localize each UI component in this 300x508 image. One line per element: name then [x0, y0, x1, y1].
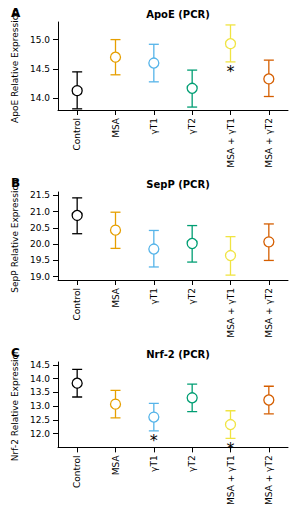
svg-text:γT2: γT2 — [187, 288, 197, 305]
svg-text:MSA + γT2: MSA + γT2 — [264, 455, 274, 505]
svg-text:SepP (PCR): SepP (PCR) — [146, 179, 209, 190]
svg-text:14.5: 14.5 — [30, 64, 50, 74]
svg-text:20.0: 20.0 — [30, 239, 50, 249]
svg-text:12.0: 12.0 — [30, 429, 50, 439]
svg-text:MSA + γT1: MSA + γT1 — [226, 455, 236, 505]
svg-text:B: B — [11, 176, 20, 190]
svg-text:13.0: 13.0 — [30, 401, 50, 411]
svg-text:*: * — [227, 439, 235, 458]
svg-text:γT1: γT1 — [149, 455, 159, 472]
svg-text:SepP Relative Expression: SepP Relative Expression — [10, 179, 20, 292]
svg-text:A: A — [11, 6, 21, 20]
svg-text:γT1: γT1 — [149, 288, 159, 305]
svg-text:MSA: MSA — [111, 117, 121, 138]
svg-text:MSA + γT1: MSA + γT1 — [226, 288, 236, 338]
svg-text:14.0: 14.0 — [30, 374, 50, 384]
svg-text:Control: Control — [72, 455, 82, 488]
svg-text:ApoE (PCR): ApoE (PCR) — [146, 9, 210, 20]
svg-text:Nrf-2 (PCR): Nrf-2 (PCR) — [146, 349, 210, 360]
svg-text:C: C — [11, 346, 20, 360]
svg-text:13.5: 13.5 — [30, 387, 50, 397]
svg-text:MSA: MSA — [111, 455, 121, 476]
svg-text:MSA: MSA — [111, 287, 121, 308]
svg-text:ApoE Relative Expression: ApoE Relative Expression — [10, 9, 20, 123]
svg-text:12.5: 12.5 — [30, 415, 50, 425]
svg-text:14.0: 14.0 — [30, 93, 50, 103]
svg-text:19.5: 19.5 — [30, 255, 50, 265]
svg-text:Control: Control — [72, 288, 82, 321]
svg-text:21.5: 21.5 — [30, 190, 50, 200]
svg-text:*: * — [227, 62, 235, 81]
svg-text:20.5: 20.5 — [30, 223, 50, 233]
svg-text:19.0: 19.0 — [30, 272, 50, 282]
svg-text:15.0: 15.0 — [30, 35, 50, 45]
svg-text:Control: Control — [72, 118, 82, 151]
svg-text:*: * — [150, 431, 158, 450]
svg-text:Nrf-2 Relative Expression: Nrf-2 Relative Expression — [10, 348, 20, 461]
svg-text:14.5: 14.5 — [30, 360, 50, 370]
svg-text:MSA + γT2: MSA + γT2 — [264, 288, 274, 338]
svg-text:γT2: γT2 — [187, 118, 197, 135]
svg-text:γT1: γT1 — [149, 118, 159, 135]
svg-text:21.0: 21.0 — [30, 207, 50, 217]
svg-text:MSA + γT2: MSA + γT2 — [264, 118, 274, 168]
svg-text:MSA + γT1: MSA + γT1 — [226, 118, 236, 168]
svg-text:γT2: γT2 — [187, 455, 197, 472]
